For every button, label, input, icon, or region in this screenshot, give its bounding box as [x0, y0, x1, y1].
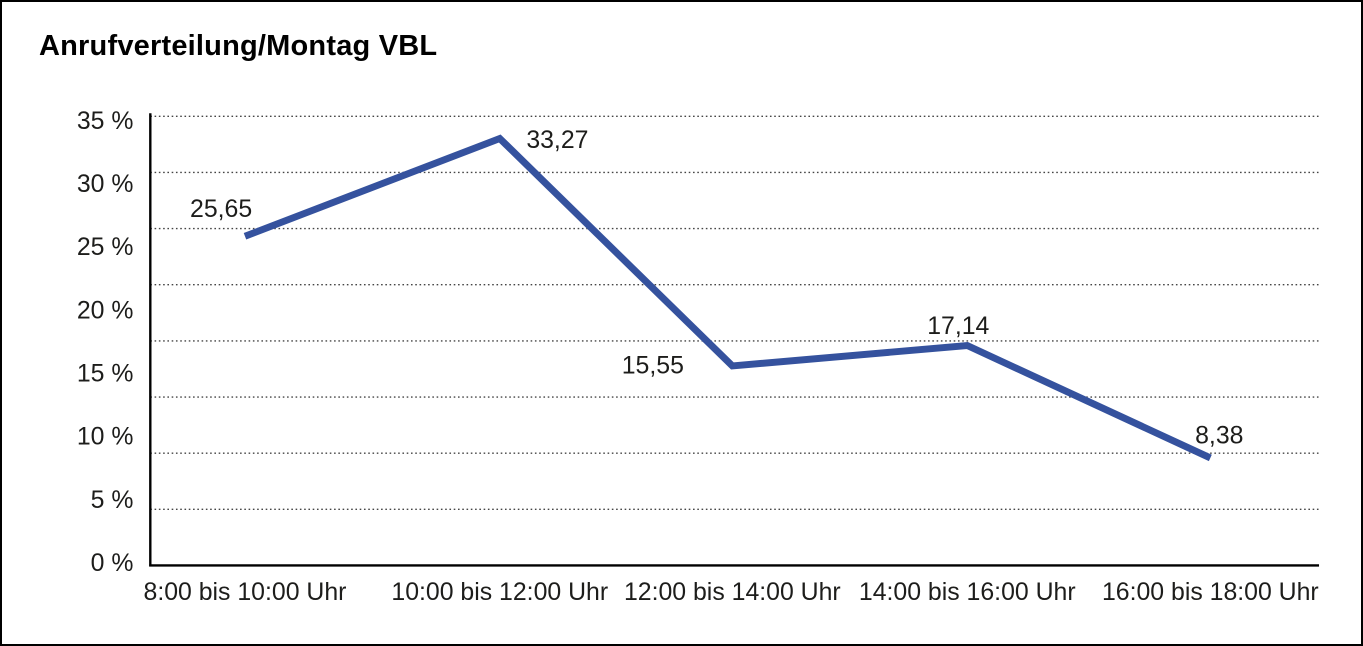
data-point-label: 25,65	[190, 196, 252, 223]
data-line	[243, 134, 1212, 462]
y-tick-label: 20 %	[77, 297, 134, 324]
data-point-label: 15,55	[622, 352, 684, 379]
data-point-label: 17,14	[927, 313, 989, 340]
x-category-label: 14:00 bis 16:00 Uhr	[859, 579, 1076, 606]
y-tick-label: 0 %	[91, 550, 134, 577]
y-tick-label: 15 %	[77, 360, 134, 387]
y-tick-label: 25 %	[77, 234, 134, 261]
x-category-label: 12:00 bis 14:00 Uhr	[624, 579, 841, 606]
y-tick-label: 30 %	[77, 171, 134, 198]
x-category-label: 10:00 bis 12:00 Uhr	[391, 579, 608, 606]
data-point-label: 33,27	[526, 127, 588, 154]
y-tick-label: 10 %	[77, 424, 134, 451]
x-category-label: 16:00 bis 18:00 Uhr	[1102, 579, 1319, 606]
x-category-label: 8:00 bis 10:00 Uhr	[144, 579, 347, 606]
chart-title: Anrufverteilung/Montag VBL	[39, 30, 438, 62]
y-tick-label: 5 %	[91, 487, 134, 514]
y-tick-label: 35 %	[77, 108, 134, 135]
data-point-label: 8,38	[1195, 423, 1243, 450]
